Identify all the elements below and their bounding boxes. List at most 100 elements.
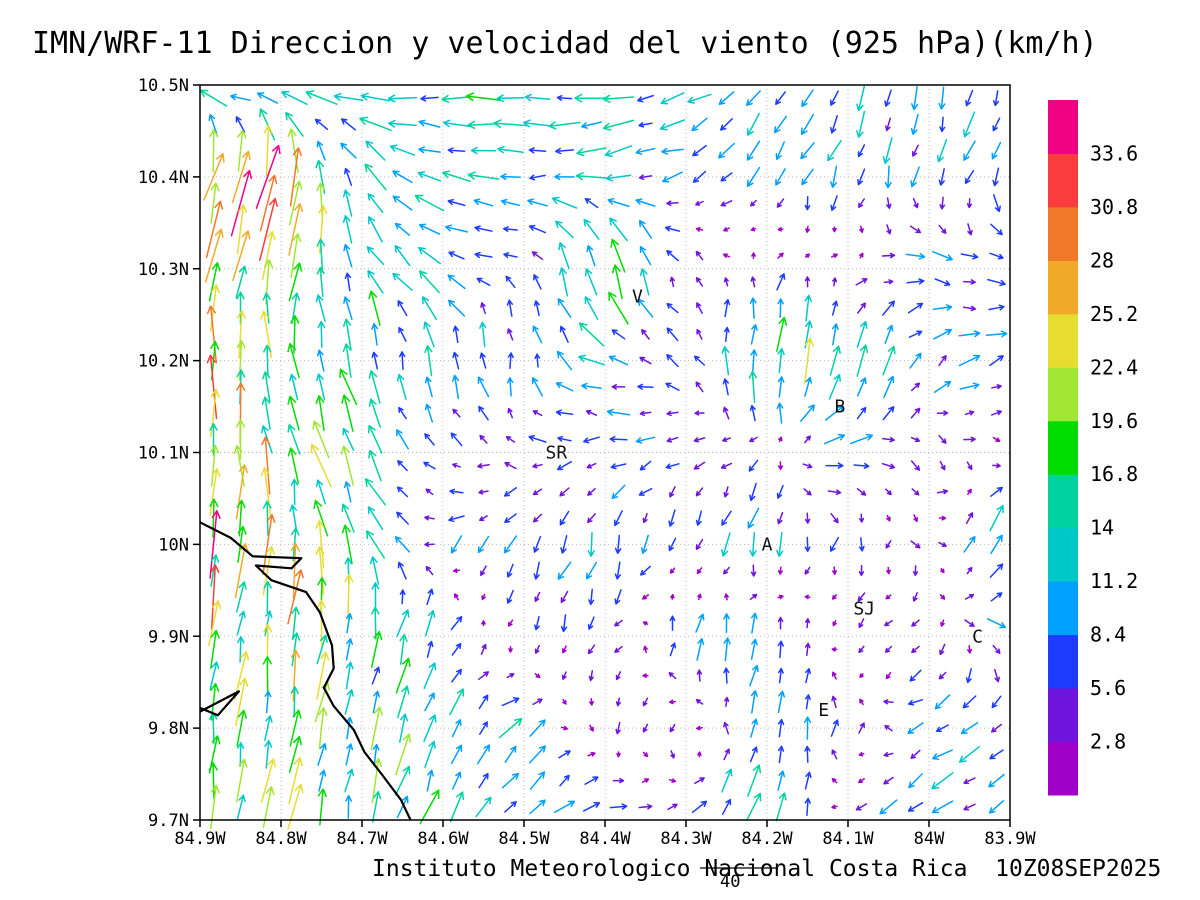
wind-arrow (504, 461, 517, 470)
wind-arrow (529, 745, 546, 764)
wind-arrow (414, 194, 445, 212)
wind-arrow (986, 618, 1007, 629)
wind-arrow (992, 90, 1000, 107)
wind-arrow (371, 758, 383, 804)
wind-arrow (990, 723, 1003, 733)
wind-arrow (886, 566, 891, 575)
wind-arrow (235, 265, 248, 299)
wind-arrow (291, 632, 301, 667)
wind-arrow (345, 716, 353, 740)
wind-arrow (936, 138, 948, 163)
wind-arrow (749, 404, 756, 422)
wind-arrow (587, 513, 596, 524)
wind-arrow (506, 377, 514, 397)
wind-arrow (912, 197, 919, 209)
wind-arrow (911, 488, 920, 496)
wind-arrow (935, 724, 950, 733)
wind-arrow (341, 503, 355, 533)
wind-arrow (533, 274, 542, 290)
wind-arrow (507, 407, 514, 419)
wind-arrow (668, 778, 677, 783)
wind-arrow (315, 479, 326, 505)
wind-arrow (885, 488, 892, 496)
wind-arrow (694, 410, 705, 416)
wind-arrow (694, 777, 705, 785)
wind-arrow (610, 238, 626, 273)
wind-arrow (399, 713, 409, 743)
wind-arrow (364, 163, 387, 191)
wind-arrow (259, 197, 278, 261)
wind-arrow (235, 464, 249, 520)
wind-arrow (966, 566, 973, 575)
wind-arrow (555, 147, 574, 155)
wind-arrow (909, 352, 922, 369)
colorbar-label: 19.6 (1090, 409, 1138, 433)
x-tick-label: 84.4W (579, 829, 631, 849)
wind-arrow (991, 695, 1002, 709)
wind-arrow (831, 777, 838, 784)
wind-arrow (691, 800, 708, 814)
colorbar-segment (1048, 741, 1078, 796)
wind-arrow (452, 568, 461, 573)
wind-arrow (584, 197, 599, 209)
wind-arrow (317, 320, 326, 348)
wind-arrow (450, 616, 463, 631)
wind-arrow (805, 225, 810, 233)
colorbar-segment (1048, 527, 1078, 582)
wind-arrow (396, 373, 407, 400)
wind-arrow (879, 799, 898, 815)
wind-arrow (830, 115, 838, 134)
wind-arrow (963, 140, 976, 161)
wind-arrow (829, 536, 840, 552)
wind-arrow (533, 535, 542, 553)
wind-arrow (316, 140, 326, 161)
wind-arrow (695, 277, 704, 287)
wind-arrow (342, 343, 352, 378)
wind-arrow (399, 589, 406, 605)
wind-arrow (467, 120, 500, 130)
wind-arrow (316, 651, 330, 700)
wind-arrow (615, 697, 621, 707)
wind-arrow (750, 324, 758, 345)
wind-arrow (803, 488, 812, 496)
wind-arrow (315, 395, 325, 432)
wind-arrow (529, 771, 546, 790)
wind-arrow (721, 532, 731, 557)
wind-arrow (991, 141, 1002, 160)
wind-arrow (696, 725, 703, 731)
wind-arrow (420, 95, 439, 102)
wind-arrow (398, 351, 406, 371)
wind-arrow (424, 740, 436, 768)
colorbar-segment (1048, 420, 1078, 475)
colorbar: 2.8 5.6 8.4 11.2 14 16.8 19.6 22.4 25.2 28 30.8 33.… (1048, 100, 1138, 796)
wind-arrow (447, 198, 466, 207)
wind-arrow (638, 219, 653, 239)
colorbar-label: 28 (1090, 248, 1114, 272)
station-labels: V B SR A SJ C E (546, 286, 983, 720)
colorbar-segment (1048, 367, 1078, 422)
coastline (199, 521, 412, 821)
wind-arrow (693, 437, 706, 443)
wind-arrow (259, 108, 276, 141)
wind-arrow (503, 226, 518, 233)
axis-ticks-labels: 84.9W 84.8W 84.7W 84.6W 84.5W 84.4W 84.3W 84.2W… (138, 76, 1037, 849)
wind-arrow (750, 276, 756, 288)
wind-arrow (804, 253, 811, 258)
wind-arrow (933, 380, 952, 393)
wind-arrow (934, 278, 951, 287)
wind-arrow (801, 168, 814, 186)
wind-arrow (989, 563, 1004, 578)
wind-arrow (316, 634, 328, 665)
wind-arrow (939, 460, 946, 471)
wind-arrow (199, 89, 228, 107)
wind-arrow (907, 802, 924, 812)
wind-arrow (343, 481, 352, 503)
wind-arrow (477, 376, 490, 398)
wind-arrow (584, 296, 599, 320)
wind-arrow (665, 382, 680, 391)
x-tick-label: 84.6W (417, 829, 469, 849)
wind-arrow (548, 121, 581, 130)
wind-arrow (290, 649, 301, 702)
wind-arrow (933, 328, 952, 340)
